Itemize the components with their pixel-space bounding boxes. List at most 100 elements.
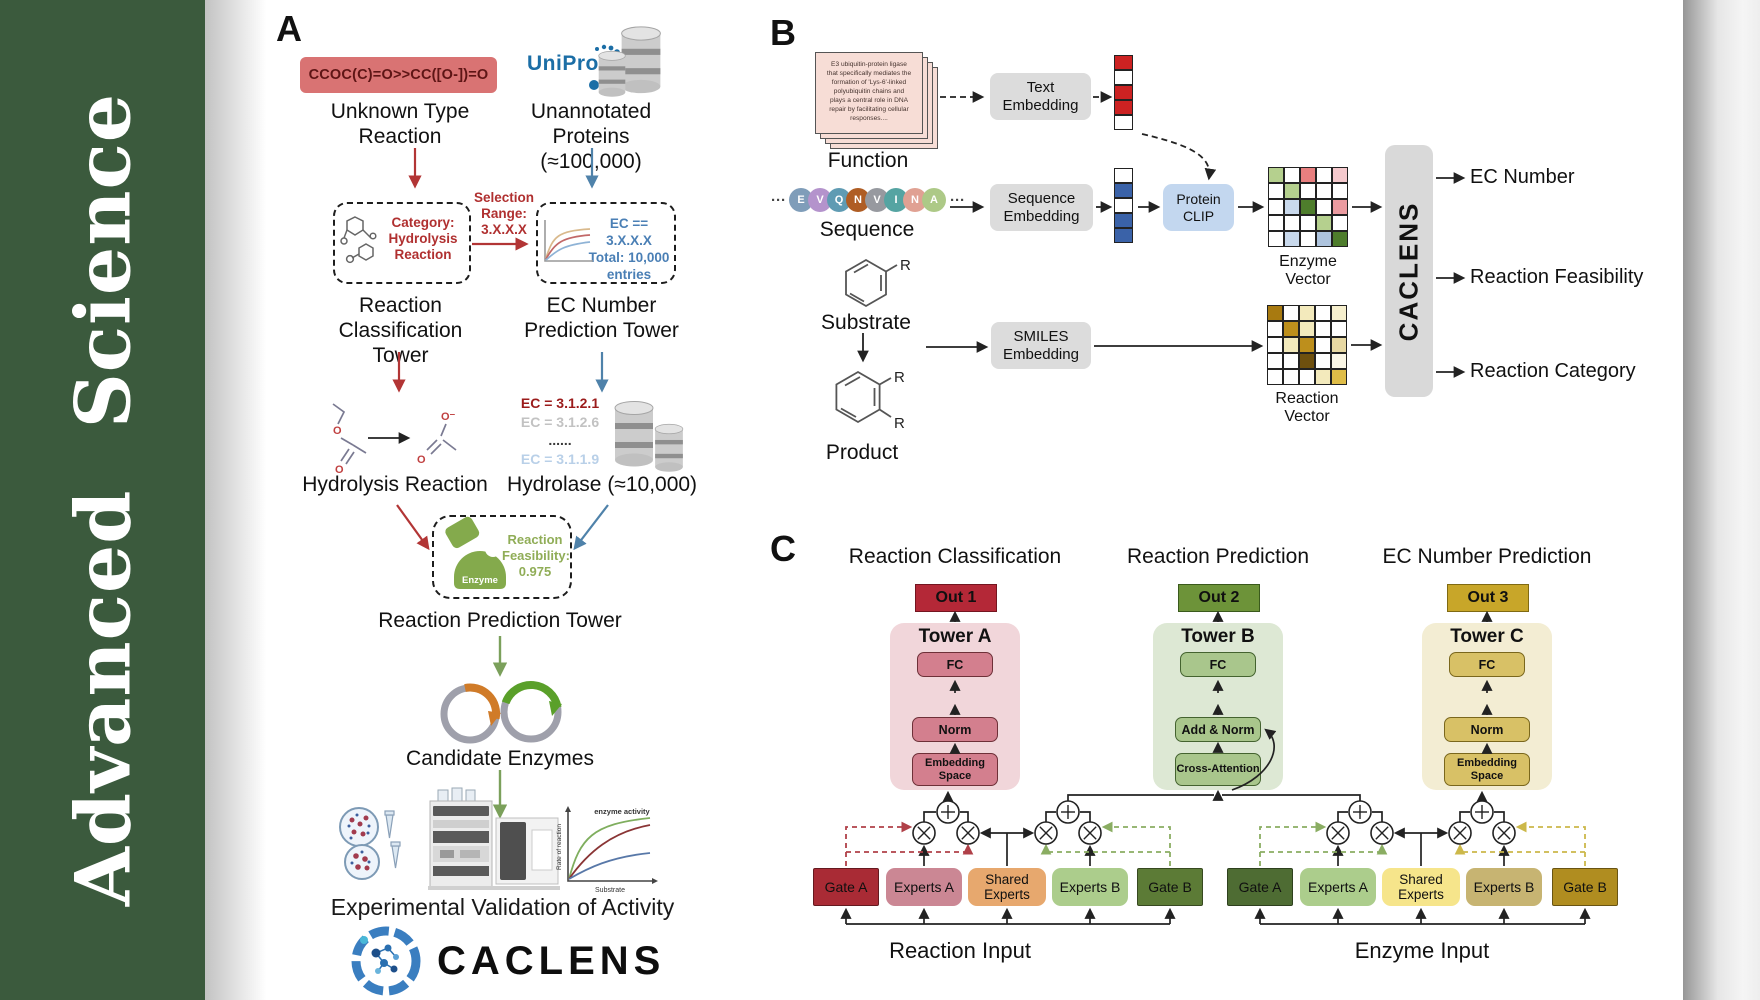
tower-c-embedding-space: Embedding Space (1444, 753, 1530, 786)
protein-clip-box: Protein CLIP (1163, 184, 1234, 231)
reaction-classification-tower-label: Reaction Classification Tower (318, 293, 483, 368)
multiply-add-symbols (912, 800, 1516, 845)
matrix-cell (1332, 215, 1348, 231)
moe1-experts-b: Experts B (1052, 868, 1128, 906)
feasibility-text: Reaction Feasibility: 0.975 (502, 532, 570, 580)
out1-box: Out 1 (915, 584, 997, 612)
svg-text:O: O (417, 454, 426, 466)
tower-b-card: Tower B FC ...... Add & Norm Cross-Atten… (1153, 623, 1283, 790)
matrix-cell (1284, 167, 1300, 183)
gate-b-dash-1 (1101, 821, 1171, 866)
tower-c-title: Tower C (1450, 626, 1524, 647)
text-embedding-vector (1114, 55, 1133, 130)
panel-c-label: C (770, 528, 796, 569)
smiles-embedding-box: SMILES Embedding (991, 322, 1091, 369)
enzyme-vector-label: Enzyme Vector (1279, 253, 1337, 288)
tower-a-norm: Norm (912, 717, 998, 742)
column-title-ec-number-prediction: EC Number Prediction (1382, 545, 1592, 568)
function-label: Function (827, 149, 909, 172)
matrix-cell (1315, 369, 1331, 385)
enzyme-input-wires (1254, 907, 1591, 925)
caclens-module-block: CACLENS (1385, 145, 1433, 397)
page-right-gradient (1683, 0, 1760, 1000)
tower-a-embedding-space: Embedding Space (912, 753, 998, 786)
sequence-ellipsis-left: ··· (771, 191, 786, 209)
selection-line3: 3.X.X.X (481, 222, 527, 237)
matrix-cell (1331, 353, 1347, 369)
tower-b-title: Tower B (1181, 626, 1255, 647)
product-label: Product (825, 441, 899, 464)
protein-clip-line2: CLIP (1182, 207, 1215, 224)
journal-banner: Advanced Science (0, 0, 205, 1000)
gate-b-dash-2 (1040, 843, 1170, 855)
activity-annotation: enzyme activity (594, 807, 650, 816)
feasibility-dashed-box: Reaction Feasibility: 0.975 (432, 515, 572, 599)
cells-icon (339, 807, 401, 880)
vector-cell (1114, 115, 1133, 130)
activity-plot: enzyme activity Rate of reaction Substra… (556, 806, 658, 894)
activity-xlabel: Substrate (595, 887, 625, 894)
rct-line1: Reaction (359, 294, 442, 317)
function-card: E3 ubiquitin-protein ligase that specifi… (815, 52, 923, 134)
ec-result-list: EC = 3.1.2.1 EC = 3.1.2.6 ...... EC = 3.… (516, 394, 604, 468)
vector-cell (1114, 183, 1133, 198)
fc-line1: E3 ubiquitin-protein ligase (831, 61, 907, 68)
arrow-hydrolysis-to-feasibility (396, 504, 430, 551)
function-card-text: E3 ubiquitin-protein ligase that specifi… (816, 53, 922, 123)
fc-line7: responses.... (850, 115, 888, 122)
product-r2: R (894, 415, 905, 432)
ec-item-1: EC = 3.1.2.1 (520, 395, 600, 411)
moe1-experts-a: Experts A (886, 868, 962, 906)
matrix-cell (1267, 369, 1283, 385)
database-icon-large (621, 26, 661, 94)
protein-clip-line1: Protein (1176, 190, 1221, 207)
vector-cell (1114, 70, 1133, 85)
vector-cell (1114, 213, 1133, 228)
tower-b-add-norm: Add & Norm (1175, 717, 1261, 742)
ethyl-acetate-structure: O O (332, 403, 367, 476)
matrix-cell (1331, 305, 1347, 321)
residue-circle: A (922, 188, 946, 212)
ec-filter-line1: EC == 3.X.X.X (606, 216, 652, 248)
moe2-shared-experts: Shared Experts (1382, 868, 1460, 906)
unannotated-line2: Proteins (≈100,000) (540, 125, 642, 173)
caclens-logo-text: CACLENS (437, 939, 666, 983)
sequence-embedding-box: Sequence Embedding (990, 184, 1093, 231)
matrix-cell (1300, 231, 1316, 247)
svg-text:O: O (333, 425, 342, 437)
moe1-shared-experts: Shared Experts (968, 868, 1046, 906)
column-title-reaction-classification: Reaction Classification (848, 545, 1062, 568)
sequence-embedding-vector (1114, 168, 1133, 243)
moe1-gate-b: Gate B (1137, 868, 1203, 906)
arrow-hydrolase-to-feasibility (573, 504, 609, 551)
unknown-type-line1: Unknown Type (330, 100, 470, 123)
sequence-label: Sequence (819, 218, 915, 241)
tower-a-card: Tower A FC ...... Norm Embedding Space (890, 623, 1020, 790)
gate-b2-dash-1 (1515, 821, 1586, 866)
tower-c-card: Tower C FC ...... Norm Embedding Space (1422, 623, 1552, 790)
sequence-ellipsis-right: ··· (950, 191, 965, 209)
matrix-cell (1283, 305, 1299, 321)
matrix-cell (1300, 183, 1316, 199)
selection-line1: Selection (473, 190, 535, 205)
enzyme-input-label: Enzyme Input (1354, 938, 1490, 963)
matrix-cell (1283, 321, 1299, 337)
text-embedding-line2: Embedding (1002, 96, 1079, 114)
panel-a-label: A (276, 8, 302, 49)
activity-ylabel: Rate of reaction (556, 824, 563, 870)
caclens-module-text: CACLENS (1393, 201, 1424, 341)
matrix-cell (1331, 369, 1347, 385)
ec-item-2: EC = 3.1.2.6 (520, 413, 600, 430)
feasibility-line3: 0.975 (518, 564, 552, 579)
matrix-cell (1284, 231, 1300, 247)
matrix-cell (1283, 337, 1299, 353)
out2-box: Out 2 (1178, 584, 1260, 612)
ec-filter-line2: Total: 10,000 (588, 250, 670, 265)
output-reaction-feasibility: Reaction Feasibility (1470, 266, 1644, 288)
vector-cell (1114, 198, 1133, 213)
matrix-cell (1267, 321, 1283, 337)
matrix-cell (1331, 337, 1347, 353)
tower-a-fc: FC (917, 652, 993, 677)
substrate-structure: R (845, 257, 911, 308)
